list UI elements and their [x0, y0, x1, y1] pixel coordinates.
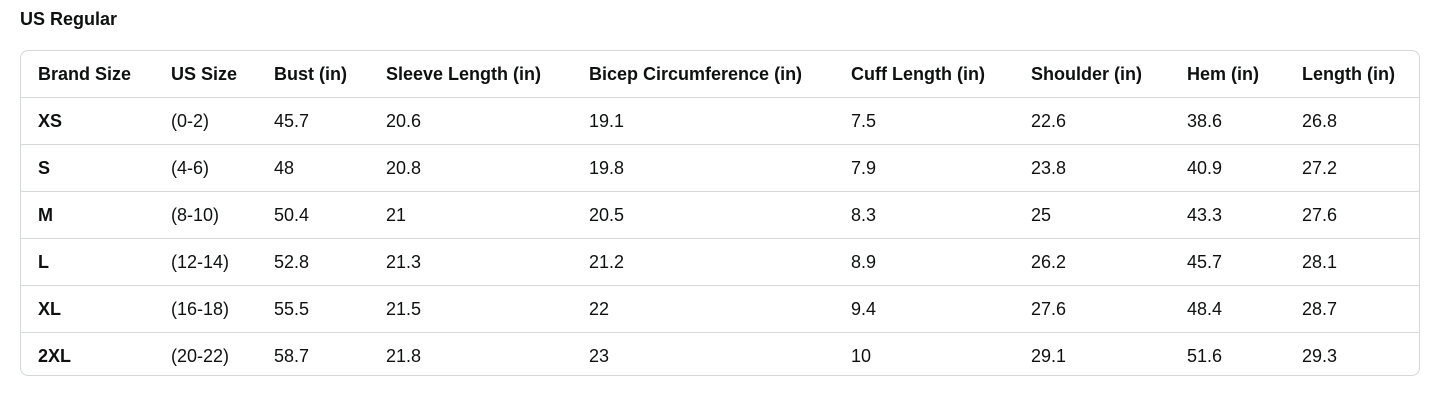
cell-cuff-length: 8.9 — [834, 238, 1014, 286]
cell-shoulder: 22.6 — [1014, 97, 1170, 145]
table-row: M (8-10) 50.4 21 20.5 8.3 25 43.3 27.6 — [21, 191, 1419, 239]
cell-length: 27.2 — [1285, 144, 1419, 192]
table-row: S (4-6) 48 20.8 19.8 7.9 23.8 40.9 27.2 — [21, 144, 1419, 192]
cell-us-size: (4-6) — [154, 144, 257, 192]
cell-bicep-circumference: 20.5 — [572, 191, 834, 239]
header-cuff-length: Cuff Length (in) — [834, 51, 1014, 98]
cell-sleeve-length: 20.8 — [369, 144, 572, 192]
header-length: Length (in) — [1285, 51, 1419, 98]
cell-bust: 50.4 — [257, 191, 369, 239]
cell-hem: 45.7 — [1170, 238, 1285, 286]
cell-shoulder: 27.6 — [1014, 285, 1170, 333]
cell-us-size: (16-18) — [154, 285, 257, 333]
cell-brand-size: L — [21, 238, 154, 286]
cell-brand-size: XS — [21, 97, 154, 145]
cell-bust: 55.5 — [257, 285, 369, 333]
header-shoulder: Shoulder (in) — [1014, 51, 1170, 98]
cell-brand-size: XL — [21, 285, 154, 333]
cell-shoulder: 29.1 — [1031, 345, 1067, 366]
cell-brand-size: 2XL — [38, 345, 72, 366]
cell-us-size: (0-2) — [154, 97, 257, 145]
cell-bust: 48 — [257, 144, 369, 192]
cell-length: 28.7 — [1285, 285, 1419, 333]
cell-bicep-circumference: 23 — [589, 345, 610, 366]
size-chart-title: US Regular — [20, 9, 118, 29]
cell-bust: 58.7 — [274, 345, 310, 366]
cell-cuff-length: 9.4 — [834, 285, 1014, 333]
cell-us-size: (20-22) — [171, 345, 230, 366]
table-row: XS (0-2) 45.7 20.6 19.1 7.5 22.6 38.6 26… — [21, 97, 1419, 145]
cell-bicep-circumference: 22 — [572, 285, 834, 333]
cell-hem: 48.4 — [1170, 285, 1285, 333]
table-row: XL (16-18) 55.5 21.5 22 9.4 27.6 48.4 28… — [21, 285, 1419, 333]
header-us-size: US Size — [154, 51, 257, 98]
cell-bicep-circumference: 19.8 — [572, 144, 834, 192]
table-row: 2XL (20-22) 58.7 21.8 23 10 29.1 51.6 29… — [21, 333, 1419, 376]
cell-length: 28.1 — [1285, 238, 1419, 286]
cell-sleeve-length: 21.8 — [386, 345, 422, 366]
cell-shoulder: 26.2 — [1014, 238, 1170, 286]
cell-brand-size: M — [21, 191, 154, 239]
cell-hem: 51.6 — [1187, 345, 1223, 366]
cell-shoulder: 25 — [1014, 191, 1170, 239]
cell-sleeve-length: 21.5 — [369, 285, 572, 333]
cell-sleeve-length: 21 — [369, 191, 572, 239]
header-sleeve-length: Sleeve Length (in) — [369, 51, 572, 98]
cell-bicep-circumference: 21.2 — [572, 238, 834, 286]
cell-bicep-circumference: 19.1 — [572, 97, 834, 145]
cell-shoulder: 23.8 — [1014, 144, 1170, 192]
cell-hem: 38.6 — [1170, 97, 1285, 145]
header-bicep-circumference: Bicep Circumference (in) — [572, 51, 834, 98]
table-row: L (12-14) 52.8 21.3 21.2 8.9 26.2 45.7 2… — [21, 238, 1419, 286]
cell-sleeve-length: 21.3 — [369, 238, 572, 286]
cell-length: 29.3 — [1302, 345, 1338, 366]
cell-cuff-length: 10 — [851, 345, 872, 366]
cell-bust: 45.7 — [257, 97, 369, 145]
cell-length: 26.8 — [1285, 97, 1419, 145]
size-chart-table-container: Brand Size US Size Bust (in) Sleeve Leng… — [20, 50, 1420, 376]
cell-length: 27.6 — [1285, 191, 1419, 239]
cell-bust: 52.8 — [257, 238, 369, 286]
cell-cuff-length: 7.5 — [834, 97, 1014, 145]
cell-brand-size: S — [21, 144, 154, 192]
header-bust: Bust (in) — [257, 51, 369, 98]
table-header-row: Brand Size US Size Bust (in) Sleeve Leng… — [21, 51, 1419, 98]
size-chart-table: Brand Size US Size Bust (in) Sleeve Leng… — [21, 51, 1419, 376]
cell-hem: 40.9 — [1170, 144, 1285, 192]
cell-cuff-length: 8.3 — [834, 191, 1014, 239]
cell-hem: 43.3 — [1170, 191, 1285, 239]
cell-cuff-length: 7.9 — [834, 144, 1014, 192]
header-brand-size: Brand Size — [21, 51, 154, 98]
cell-us-size: (12-14) — [154, 238, 257, 286]
cell-sleeve-length: 20.6 — [369, 97, 572, 145]
cell-us-size: (8-10) — [154, 191, 257, 239]
header-hem: Hem (in) — [1170, 51, 1285, 98]
